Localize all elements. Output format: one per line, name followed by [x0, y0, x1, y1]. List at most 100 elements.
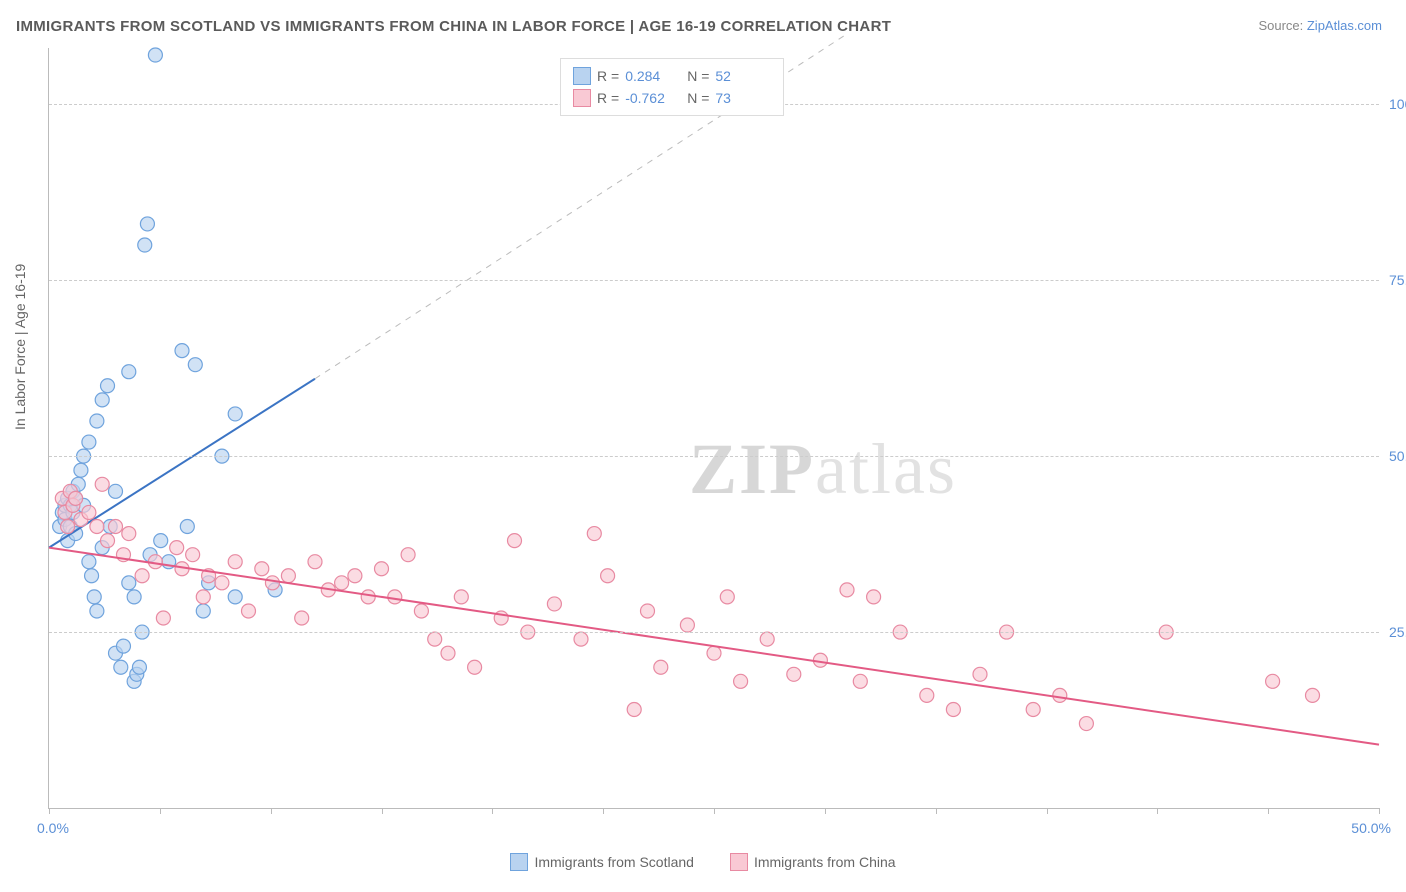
data-point-china	[295, 611, 309, 625]
data-point-china	[454, 590, 468, 604]
data-point-scotland	[122, 365, 136, 379]
r-value: 0.284	[625, 65, 681, 87]
data-point-china	[335, 576, 349, 590]
data-point-scotland	[85, 569, 99, 583]
data-point-china	[375, 562, 389, 576]
data-point-china	[946, 702, 960, 716]
data-point-scotland	[138, 238, 152, 252]
data-point-scotland	[122, 576, 136, 590]
data-point-china	[574, 632, 588, 646]
data-point-china	[441, 646, 455, 660]
data-point-china	[228, 555, 242, 569]
n-value: 73	[715, 87, 771, 109]
data-point-china	[1053, 688, 1067, 702]
data-point-china	[101, 534, 115, 548]
r-value: -0.762	[625, 87, 681, 109]
data-point-china	[156, 611, 170, 625]
x-tick-label: 0.0%	[37, 820, 69, 836]
source-link[interactable]: ZipAtlas.com	[1307, 18, 1382, 33]
data-point-china	[787, 667, 801, 681]
gridline	[49, 456, 1379, 457]
source-attribution: Source: ZipAtlas.com	[1258, 18, 1382, 33]
x-tick-mark	[1268, 808, 1269, 814]
data-point-china	[388, 590, 402, 604]
x-tick-mark	[1047, 808, 1048, 814]
chart-title: IMMIGRANTS FROM SCOTLAND VS IMMIGRANTS F…	[16, 18, 891, 35]
legend-swatch	[573, 89, 591, 107]
data-point-china	[69, 491, 83, 505]
data-point-china	[255, 562, 269, 576]
x-tick-mark	[714, 808, 715, 814]
data-point-china	[186, 548, 200, 562]
gridline	[49, 280, 1379, 281]
y-tick-label: 25.0%	[1389, 624, 1406, 640]
legend-item: Immigrants from China	[730, 853, 896, 871]
legend-stats-box: R = 0.284N = 52R = -0.762N = 73	[560, 58, 784, 116]
data-point-china	[215, 576, 229, 590]
data-point-china	[654, 660, 668, 674]
data-point-china	[414, 604, 428, 618]
data-point-china	[468, 660, 482, 674]
data-point-china	[867, 590, 881, 604]
data-point-china	[428, 632, 442, 646]
y-tick-label: 50.0%	[1389, 448, 1406, 464]
x-tick-mark	[1379, 808, 1380, 814]
data-point-china	[122, 527, 136, 541]
data-point-china	[680, 618, 694, 632]
y-axis-label: In Labor Force | Age 16-19	[12, 264, 28, 430]
x-tick-mark	[160, 808, 161, 814]
data-point-scotland	[228, 590, 242, 604]
data-point-china	[308, 555, 322, 569]
legend-label: Immigrants from Scotland	[534, 854, 694, 870]
data-point-china	[853, 674, 867, 688]
source-prefix: Source:	[1258, 18, 1306, 33]
data-point-china	[973, 667, 987, 681]
data-point-china	[547, 597, 561, 611]
y-tick-label: 75.0%	[1389, 272, 1406, 288]
data-point-china	[90, 520, 104, 534]
data-point-china	[601, 569, 615, 583]
legend-item: Immigrants from Scotland	[510, 853, 694, 871]
data-point-china	[135, 569, 149, 583]
data-point-china	[196, 590, 210, 604]
legend-swatch	[510, 853, 528, 871]
data-point-china	[627, 702, 641, 716]
data-point-scotland	[154, 534, 168, 548]
x-tick-mark	[1157, 808, 1158, 814]
data-point-china	[587, 527, 601, 541]
data-point-scotland	[188, 358, 202, 372]
data-point-china	[508, 534, 522, 548]
data-point-scotland	[82, 435, 96, 449]
data-point-scotland	[114, 660, 128, 674]
data-point-scotland	[90, 414, 104, 428]
data-point-scotland	[175, 344, 189, 358]
data-point-china	[95, 477, 109, 491]
data-point-scotland	[180, 520, 194, 534]
data-point-china	[242, 604, 256, 618]
data-point-scotland	[95, 393, 109, 407]
legend-series: Immigrants from Scotland Immigrants from …	[0, 853, 1406, 874]
legend-stats-row: R = -0.762N = 73	[573, 87, 771, 109]
x-tick-mark	[382, 808, 383, 814]
data-point-scotland	[101, 379, 115, 393]
legend-stats-row: R = 0.284N = 52	[573, 65, 771, 87]
r-label: R =	[597, 65, 619, 87]
data-point-scotland	[127, 590, 141, 604]
trend-line-china	[49, 548, 1379, 745]
x-tick-mark	[825, 808, 826, 814]
data-point-scotland	[196, 604, 210, 618]
gridline	[49, 632, 1379, 633]
x-tick-mark	[936, 808, 937, 814]
data-point-china	[170, 541, 184, 555]
data-point-china	[61, 520, 75, 534]
y-tick-label: 100.0%	[1389, 96, 1406, 112]
data-point-china	[348, 569, 362, 583]
data-point-china	[641, 604, 655, 618]
data-point-china	[920, 688, 934, 702]
x-tick-mark	[603, 808, 604, 814]
chart-plot-area: ZIPatlas 25.0%50.0%75.0%100.0%0.0%50.0%	[48, 48, 1379, 809]
data-point-scotland	[87, 590, 101, 604]
data-point-china	[840, 583, 854, 597]
data-point-china	[401, 548, 415, 562]
data-point-china	[265, 576, 279, 590]
